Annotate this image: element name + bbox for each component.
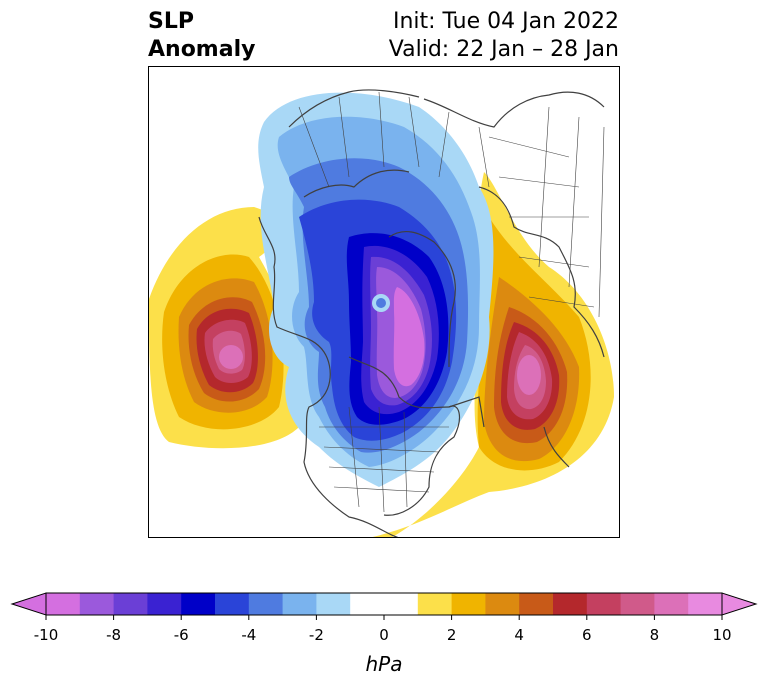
colorbar-tick-label: -2 [308,626,324,644]
colorbar-tick-label: 6 [582,626,592,644]
colorbar-tick-label: 0 [379,626,389,644]
colorbar-tick-label: 10 [712,626,732,644]
map-title: SLP Anomaly [148,8,255,64]
colorbar-swatch [485,593,520,615]
colorbar-min-extend [10,592,47,616]
colorbar-swatch [553,593,588,615]
colorbar-swatch [248,593,284,615]
anomaly-map [148,66,620,538]
colorbar-swatch [688,593,723,615]
title-line-1: SLP [148,9,194,34]
colorbar-swatch [519,593,554,615]
colorbar-swatches [10,592,758,620]
colorbar-tick-label: -8 [106,626,122,644]
colorbar-swatch [181,593,216,615]
forecast-info: Init: Tue 04 Jan 2022 Valid: 22 Jan – 28… [389,8,619,64]
colorbar-swatch [384,593,419,615]
colorbar-tick-label: -4 [241,626,257,644]
colorbar-swatch [350,593,385,615]
arctic-negative-anomaly [258,92,494,487]
colorbar-tick-label: 2 [446,626,457,644]
colorbar-swatch [46,593,81,615]
colorbar-tick-label: 4 [514,626,524,644]
colorbar-swatch [417,593,453,615]
valid-range: Valid: 22 Jan – 28 Jan [388,37,619,62]
init-date: Init: Tue 04 Jan 2022 [392,9,619,34]
colorbar-swatch [451,593,486,615]
pacific-positive-anomaly [149,207,305,449]
colorbar-swatch [316,593,351,615]
colorbar-swatch [215,593,250,615]
colorbar-unit-label: hPa [365,652,403,676]
atlantic-positive-anomaly [372,172,614,537]
colorbar-tick-label: 8 [649,626,660,644]
title-line-2: Anomaly [148,37,256,62]
colorbar-swatch [79,593,115,615]
colorbar-max-extend [721,592,758,616]
colorbar [10,592,758,620]
colorbar-tick-label: -6 [173,626,189,644]
colorbar-swatch [282,593,317,615]
colorbar-tick-label: -10 [33,626,59,644]
colorbar-swatch [113,593,148,615]
coastlines [258,89,605,537]
colorbar-swatch [654,593,689,615]
country-borders [298,91,605,513]
colorbar-swatch [147,593,182,615]
colorbar-swatch [620,593,655,615]
anomaly-map-svg [149,89,614,537]
colorbar-swatch [586,593,622,615]
